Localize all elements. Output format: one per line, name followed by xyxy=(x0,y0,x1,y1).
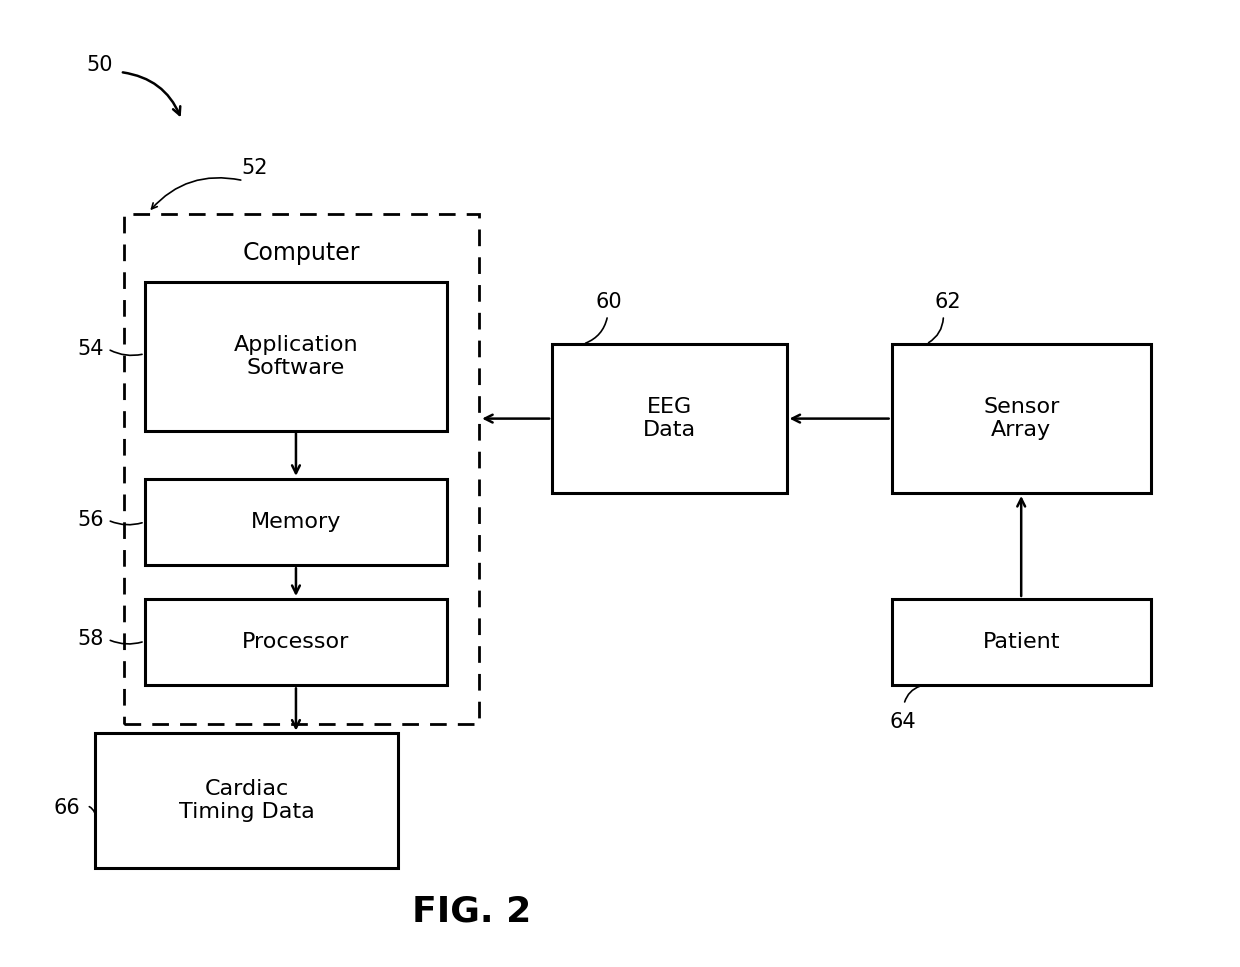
Text: 58: 58 xyxy=(78,630,104,649)
Text: Patient: Patient xyxy=(982,632,1060,652)
Bar xyxy=(95,734,398,868)
Text: 56: 56 xyxy=(77,510,104,530)
Text: 60: 60 xyxy=(595,292,622,312)
Text: 64: 64 xyxy=(889,713,915,732)
Text: Memory: Memory xyxy=(250,512,341,532)
Bar xyxy=(892,599,1151,686)
Text: 52: 52 xyxy=(241,158,268,178)
Text: EEG
Data: EEG Data xyxy=(642,397,696,440)
Text: Computer: Computer xyxy=(243,241,361,265)
Bar xyxy=(124,215,480,724)
Bar xyxy=(145,281,448,430)
Bar xyxy=(145,599,448,686)
Bar xyxy=(145,479,448,566)
Text: Processor: Processor xyxy=(242,632,350,652)
Text: 54: 54 xyxy=(78,338,104,359)
Bar xyxy=(552,344,786,493)
Text: Application
Software: Application Software xyxy=(233,335,358,378)
Text: 50: 50 xyxy=(87,55,113,75)
Bar xyxy=(892,344,1151,493)
Text: Sensor
Array: Sensor Array xyxy=(983,397,1059,440)
Text: 66: 66 xyxy=(53,799,81,818)
Text: FIG. 2: FIG. 2 xyxy=(412,894,532,928)
Text: Cardiac
Timing Data: Cardiac Timing Data xyxy=(179,779,315,822)
Text: 62: 62 xyxy=(935,292,961,312)
